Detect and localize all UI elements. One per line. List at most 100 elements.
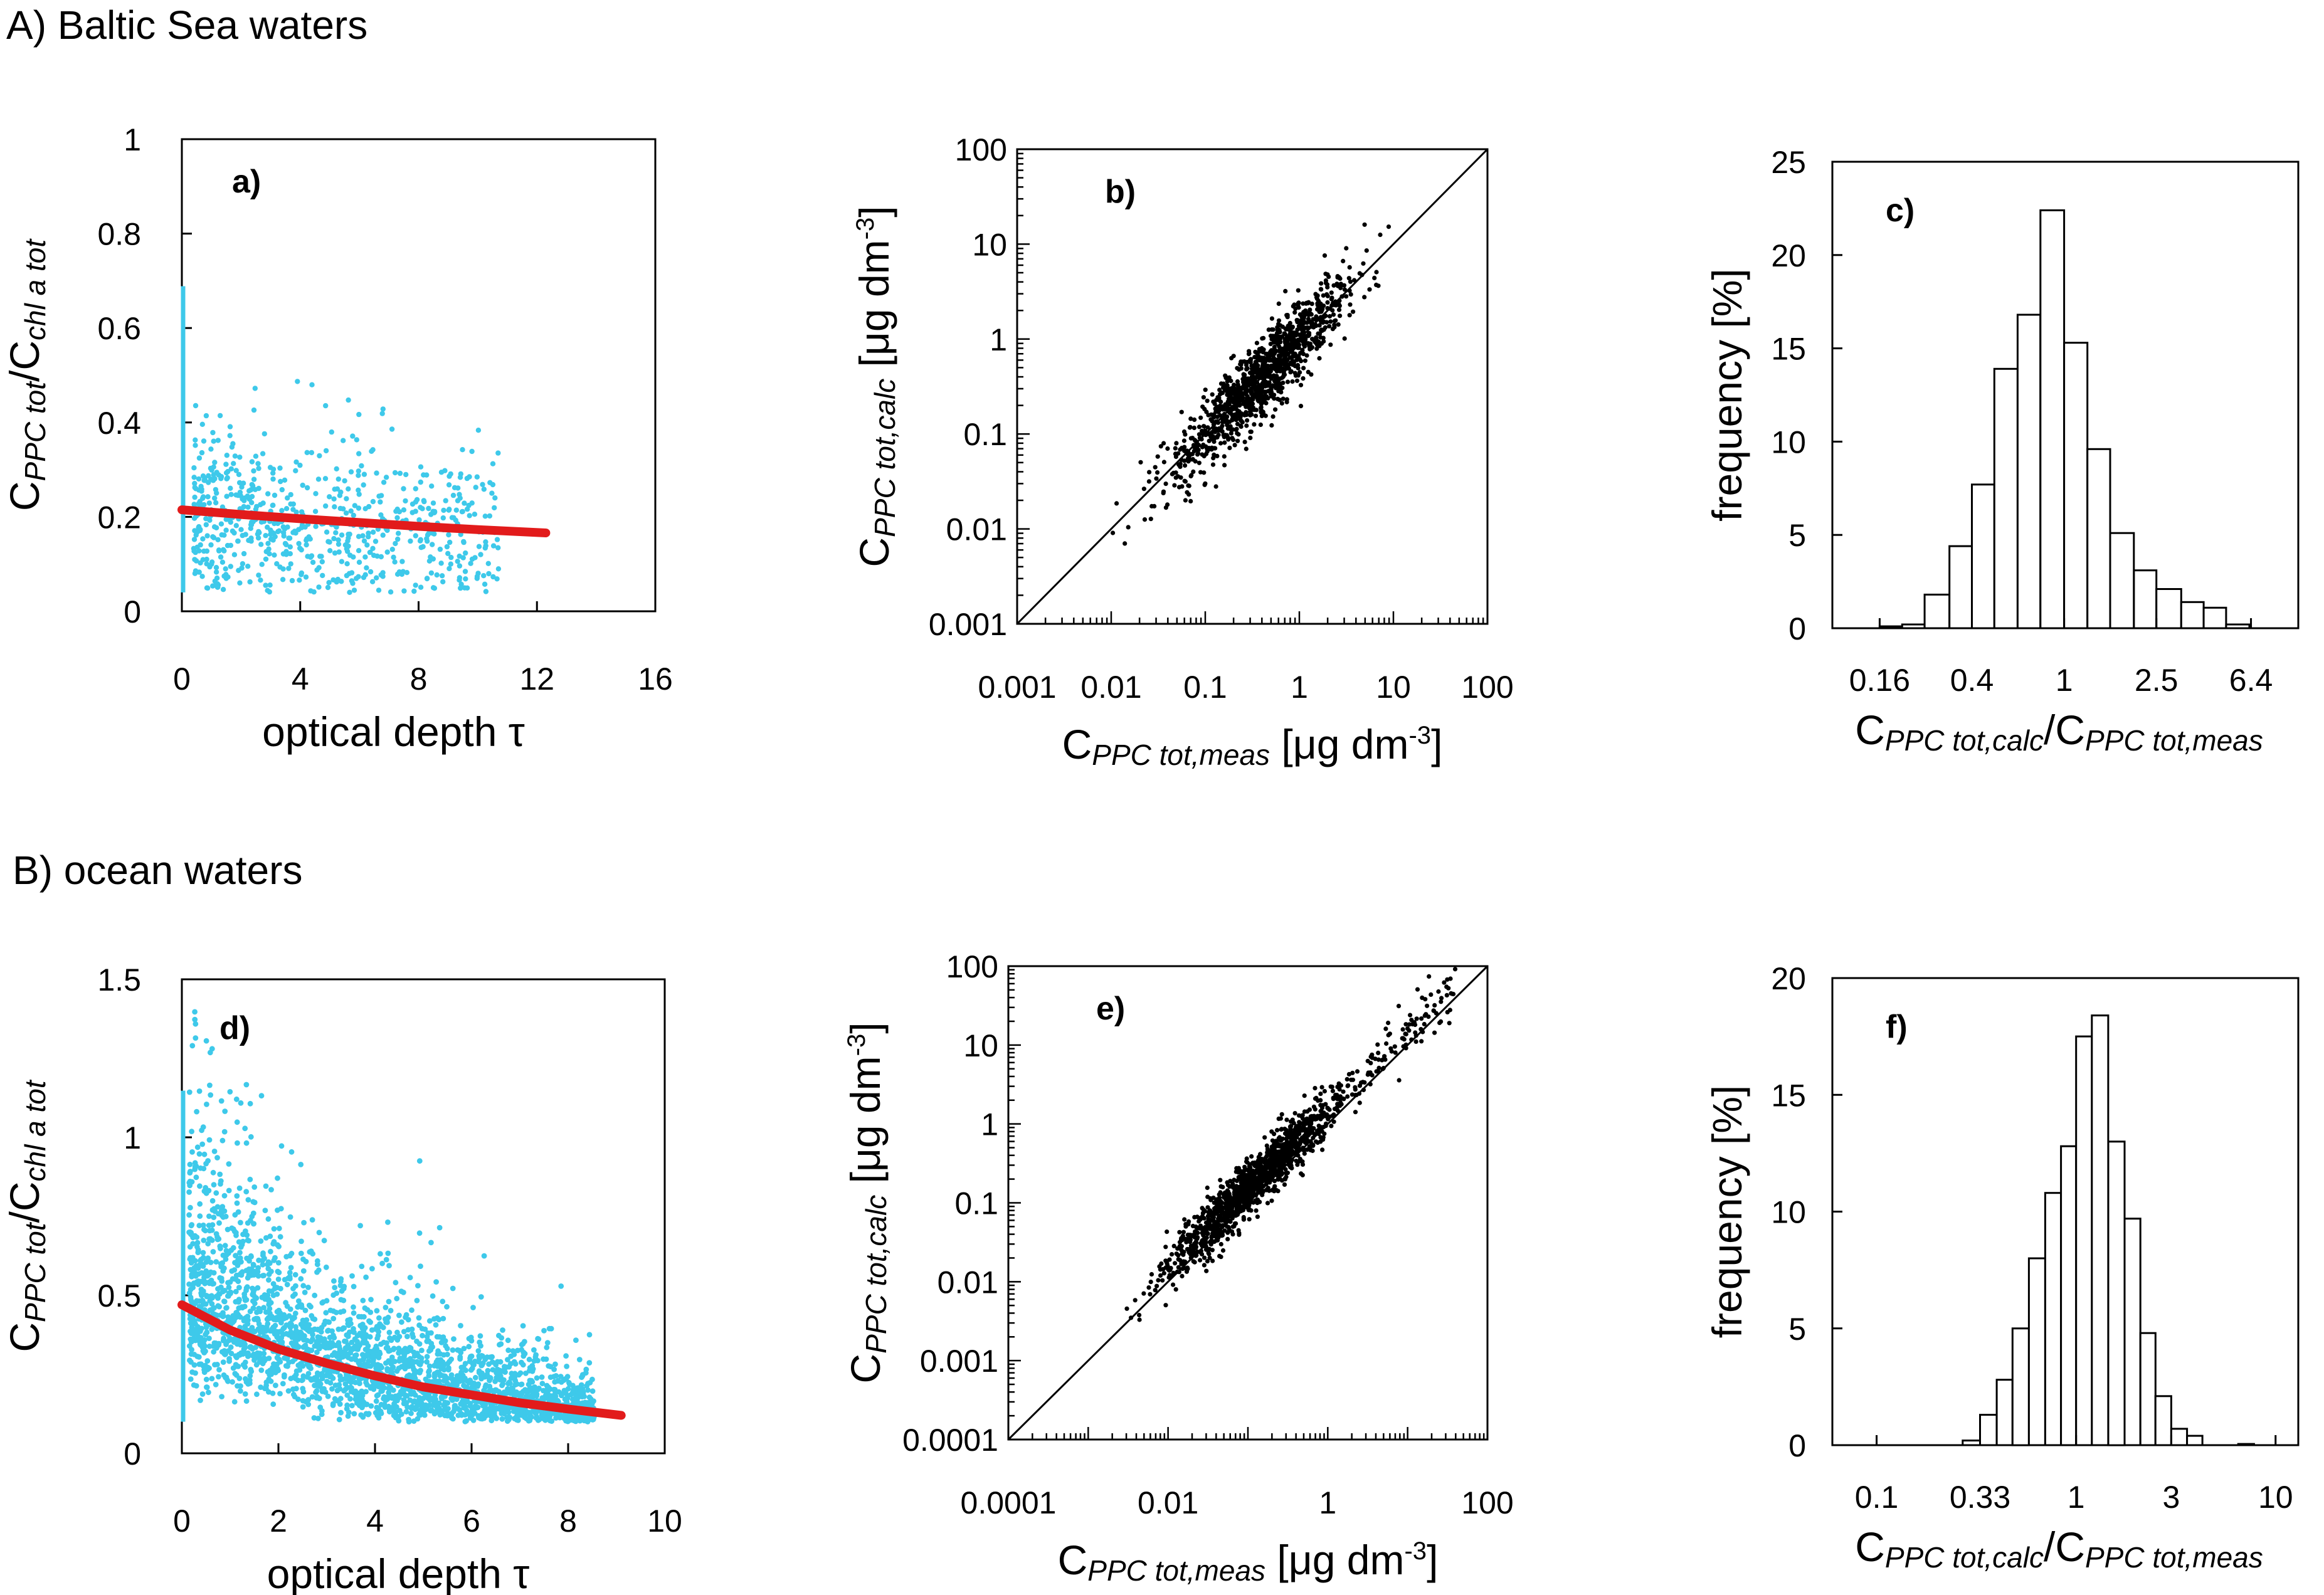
scatter-point (314, 567, 320, 573)
scatter-point (1294, 357, 1299, 362)
scatter-point (308, 1339, 314, 1345)
panel-label-a: a) (232, 164, 261, 200)
scatter-point (292, 1271, 298, 1278)
scatter-point (386, 1329, 393, 1335)
scatter-point (347, 1384, 354, 1391)
scatter-point (1361, 261, 1366, 266)
scatter-point (288, 1265, 294, 1271)
scatter-point (438, 561, 444, 566)
scatter-point (1284, 342, 1289, 347)
scatter-point (221, 1288, 228, 1293)
scatter-point (386, 1298, 392, 1305)
scatter-point (417, 538, 423, 544)
scatter-point (1277, 386, 1282, 391)
scatter-point (265, 1321, 271, 1327)
scatter-point (409, 1307, 415, 1313)
scatter-point (1217, 404, 1222, 410)
scatter-point (1211, 399, 1216, 404)
scatter-point (1153, 465, 1158, 470)
scatter-point (409, 1331, 415, 1337)
scatter-point (1360, 272, 1365, 278)
scatter-point (352, 1388, 359, 1394)
scatter-point (435, 1357, 441, 1363)
scatter-point (217, 413, 223, 419)
scatter-point (293, 1386, 299, 1392)
scatter-point (505, 1337, 511, 1344)
scatter-point (467, 513, 472, 519)
scatter-point (1249, 389, 1254, 394)
scatter-point (245, 564, 251, 569)
scatter-point (281, 1315, 287, 1322)
scatter-point (1280, 324, 1285, 329)
scatter-point (1244, 413, 1249, 418)
scatter-point (215, 537, 221, 542)
scatter-point (349, 1339, 355, 1345)
scatter-point (336, 1350, 342, 1355)
scatter-point (361, 482, 366, 488)
scatter-point (272, 534, 278, 540)
scatter-point (311, 589, 317, 595)
x-tick-label: 0 (173, 1503, 191, 1539)
scatter-point (1342, 336, 1347, 341)
scatter-point (1325, 306, 1330, 311)
scatter-point (453, 1396, 460, 1403)
scatter-point (362, 1305, 368, 1311)
scatter-point (510, 1348, 516, 1354)
scatter-point (298, 1250, 304, 1256)
scatter-point (1154, 476, 1159, 481)
x-tick-label: 8 (559, 1503, 577, 1539)
scatter-point (201, 502, 207, 508)
scatter-point (1337, 303, 1342, 308)
scatter-point (375, 1332, 381, 1339)
scatter-point (188, 1359, 194, 1365)
scatter-point (563, 1353, 569, 1359)
scatter-point (579, 1394, 585, 1400)
scatter-point (298, 572, 304, 577)
scatter-point (280, 566, 286, 572)
scatter-point (206, 473, 211, 478)
scatter-point (1215, 434, 1220, 440)
scatter-point (238, 1219, 243, 1226)
scatter-point (389, 426, 395, 432)
scatter-point (204, 548, 210, 554)
scatter-point (1289, 355, 1294, 361)
scatter-point (219, 1137, 226, 1144)
scatter-point (327, 548, 333, 554)
scatter-point (293, 468, 298, 473)
scatter-point (343, 542, 349, 547)
scatter-point (265, 1216, 272, 1222)
scatter-point (360, 533, 366, 539)
scatter-point (293, 509, 299, 515)
scatter-point (347, 1378, 353, 1384)
scatter-point (214, 584, 221, 590)
scatter-point (548, 1393, 554, 1399)
scatter-point (1337, 298, 1342, 303)
scatter-point (335, 537, 341, 543)
scatter-point (1210, 462, 1216, 467)
scatter-point (349, 1403, 355, 1409)
scatter-point (1213, 446, 1218, 451)
scatter-point (1332, 322, 1337, 327)
scatter-point (418, 505, 423, 510)
scatter-point (246, 1377, 253, 1383)
scatter-point (535, 1357, 541, 1364)
scatter-point (268, 1367, 275, 1373)
scatter-point (1271, 340, 1276, 345)
scatter-point (1161, 489, 1166, 494)
scatter-point (246, 1352, 252, 1359)
scatter-point (443, 498, 448, 503)
y-tick-label: 1.5 (97, 962, 141, 998)
scatter-point (1348, 292, 1353, 297)
scatter-point (323, 1310, 329, 1316)
scatter-point (394, 1398, 400, 1404)
scatter-point (1254, 388, 1259, 393)
scatter-point (227, 433, 233, 438)
scatter-point (448, 471, 453, 477)
x-tick-label: 0 (173, 661, 191, 697)
scatter-point (277, 1234, 283, 1240)
scatter-point (1328, 342, 1333, 347)
scatter-point (1138, 460, 1143, 465)
scatter-point (519, 1342, 525, 1348)
scatter-point (267, 465, 273, 470)
scatter-point (416, 1341, 423, 1347)
